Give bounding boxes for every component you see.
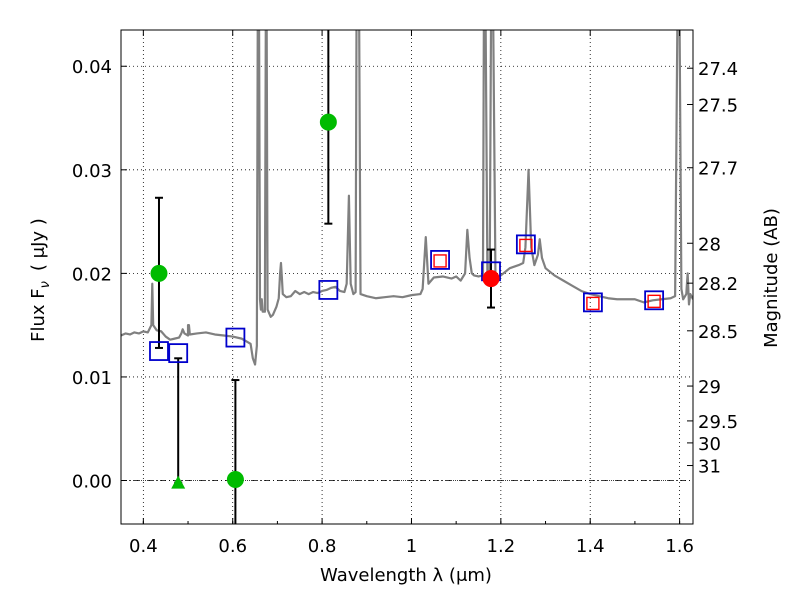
- mag-tick-label: 27.4: [698, 59, 738, 80]
- svg-text:Flux Fν( μJy ): Flux Fν ( μJy ): [28, 218, 53, 342]
- y-axis-title-flux: Flux F: [28, 288, 49, 342]
- y-axis-title-right: Magnitude (AB): [761, 208, 782, 348]
- y-tick-label: 0.02: [72, 264, 112, 285]
- optical-upper-limit-triangle: [171, 475, 186, 489]
- model-photometry-square: [430, 250, 450, 270]
- ir-photometry-square: [519, 238, 533, 253]
- model-photometry-square: [515, 234, 536, 255]
- model-photometry-square: [168, 343, 189, 364]
- spectrum-line: [121, 30, 693, 366]
- plot-frame: [120, 29, 694, 525]
- mag-tick-label: 28: [698, 234, 721, 255]
- x-tick-label: 1.4: [576, 536, 605, 557]
- tick-marks: [121, 30, 693, 524]
- y-tick-label: 0.01: [72, 368, 112, 389]
- y-tick-label: 0.04: [72, 57, 112, 78]
- model-photometry-square: [318, 280, 339, 300]
- x-tick-label: 1.6: [665, 536, 694, 557]
- x-tick-label: 0.4: [129, 536, 158, 557]
- optical-detection-point: [150, 264, 168, 282]
- y-tick-label: 0.00: [72, 472, 112, 493]
- nir-detection-point: [482, 270, 500, 288]
- model-photometry-square: [149, 341, 169, 361]
- x-tick-label: 1: [406, 536, 417, 557]
- y-tick-label: 0.03: [72, 161, 112, 182]
- x-tick-label: 0.8: [308, 536, 337, 557]
- mag-tick-label: 31: [698, 457, 721, 478]
- y-axis-title-subscript: ν: [38, 281, 53, 288]
- x-axis-title: Wavelength λ (μm): [320, 565, 492, 586]
- mag-tick-label: 29: [698, 377, 721, 398]
- model-photometry-square: [644, 290, 665, 311]
- mag-tick-label: 27.7: [698, 159, 738, 180]
- ir-photometry-square: [586, 296, 600, 311]
- mag-tick-label: 29.5: [698, 412, 738, 433]
- tick-labels: 0.4 0.6 0.8 1 1.2 1.4 1.6 0.00 0.01 0.02 0.03 0.04 2…: [72, 57, 738, 557]
- spectrum-layer: [121, 30, 693, 366]
- ir-photometry-square: [433, 254, 447, 268]
- x-tick-label: 0.6: [218, 536, 247, 557]
- x-tick-label: 1.2: [487, 536, 516, 557]
- mag-tick-label: 30: [698, 434, 721, 455]
- optical-detection-point: [226, 470, 244, 488]
- y-axis-title-left: Flux Fν ( μJy ): [28, 218, 53, 342]
- model-photometry-square: [225, 327, 246, 348]
- grid-lines: [121, 30, 693, 524]
- ir-photometry-square: [647, 294, 661, 309]
- mag-tick-label: 27.5: [698, 95, 738, 116]
- y-axis-title-unit: ( μJy ): [28, 218, 49, 271]
- mag-tick-label: 28.2: [698, 274, 738, 295]
- mag-tick-label: 28.5: [698, 322, 738, 343]
- optical-detection-point: [319, 113, 337, 131]
- model-photometry-square: [583, 292, 603, 313]
- marker-layer: [149, 113, 665, 489]
